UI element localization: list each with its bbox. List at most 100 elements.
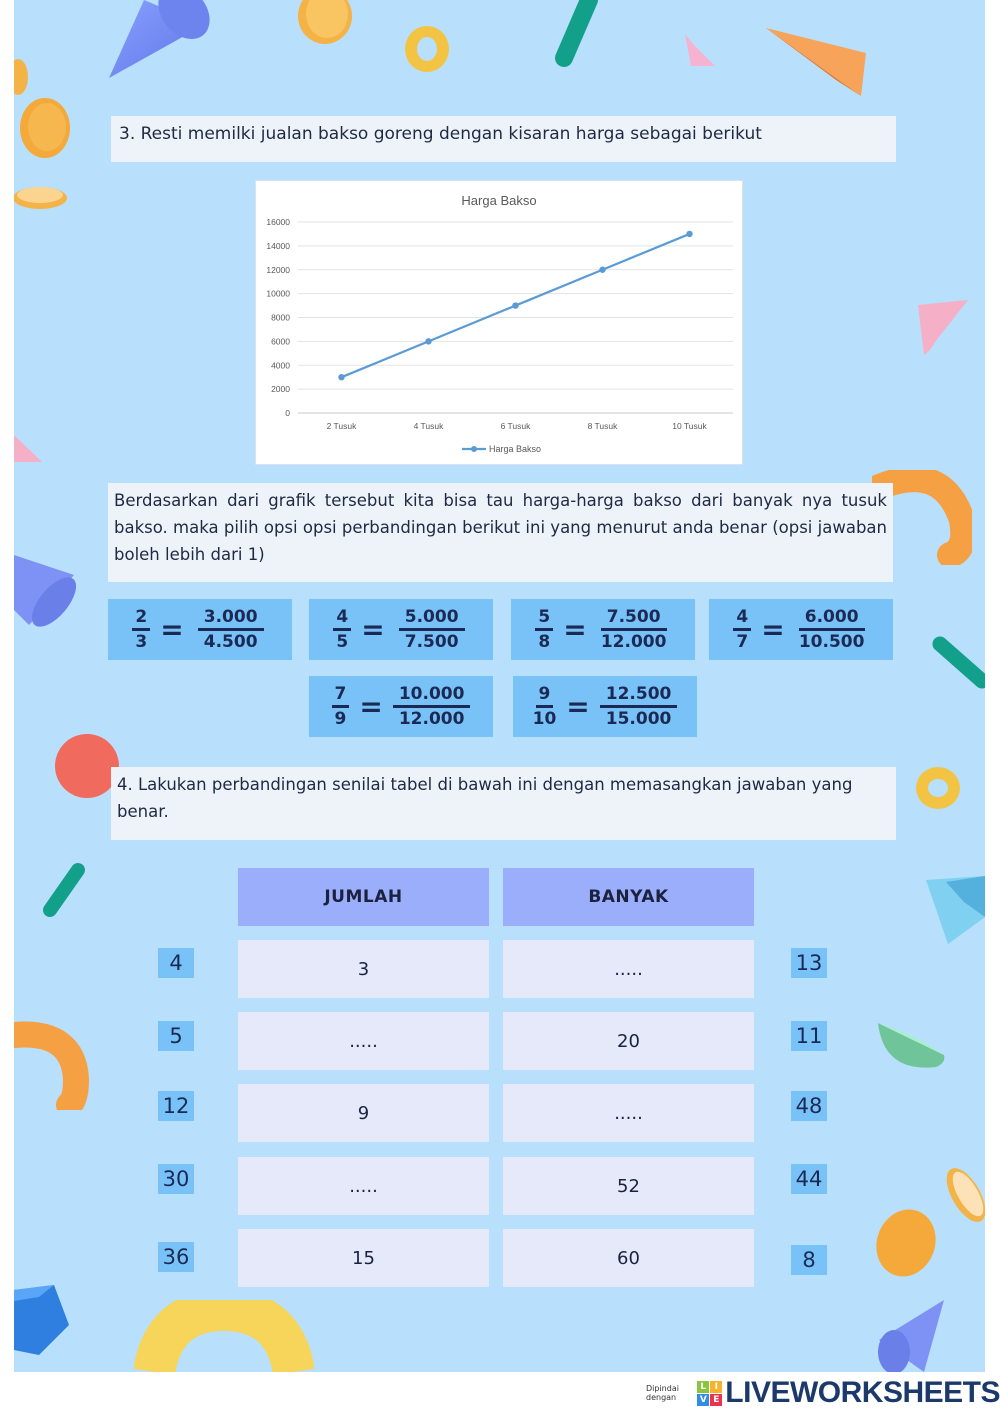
chip-value: 30 [162, 1167, 190, 1191]
gold-coin-bottom-right-decoration [876, 1209, 936, 1277]
cell-value: ..... [614, 958, 643, 980]
green-hemisphere-decoration [878, 1023, 945, 1068]
diamond-decoration [926, 876, 985, 944]
drop-target-banyak-3[interactable]: ..... [503, 1084, 754, 1142]
table-header-jumlah: JUMLAH [238, 868, 489, 926]
header-jumlah-label: JUMLAH [324, 887, 403, 907]
ratio-option-2[interactable]: 4 5 = 5.000 7.500 [309, 599, 493, 660]
data-point [512, 302, 519, 309]
right-numerator: 3.000 [197, 606, 264, 631]
cell-value: 15 [352, 1247, 375, 1269]
question-4-prompt: 4. Lakukan perbandingan senilai tabel di… [111, 767, 896, 840]
answer-chip-right-4[interactable]: 44 [791, 1164, 827, 1194]
equals-sign: = [361, 612, 385, 646]
red-ball-decoration [55, 734, 119, 798]
logo-letter: V [697, 1393, 710, 1406]
right-numerator: 12.500 [599, 683, 678, 708]
answer-chip-left-5[interactable]: 36 [158, 1242, 194, 1272]
chip-value: 13 [795, 951, 823, 975]
pink-shape-left-decoration [14, 435, 42, 462]
legend-label: Harga Bakso [489, 444, 541, 454]
chip-value: 11 [795, 1024, 823, 1048]
gold-ring-right-decoration [916, 767, 960, 809]
liveworksheets-footer: Dipindai dengan L I V E LIVEWORKSHEETS [646, 1376, 1000, 1409]
y-tick-label: 12000 [266, 265, 290, 275]
y-tick-label: 16000 [266, 217, 290, 227]
cell-value: 9 [357, 1102, 370, 1124]
x-tick-label: 8 Tusuk [588, 421, 619, 431]
right-numerator: 7.500 [600, 606, 667, 631]
right-fraction: 10.000 12.000 [392, 683, 471, 730]
left-numerator: 5 [535, 606, 554, 631]
harga-bakso-chart: Harga Bakso 0 2000 4000 6000 8000 10000 12000 1… [255, 180, 743, 465]
left-numerator: 2 [132, 606, 151, 631]
answer-chip-left-4[interactable]: 30 [158, 1164, 194, 1194]
gold-coin-decoration [298, 0, 352, 44]
y-tick-label: 4000 [271, 360, 290, 370]
data-point [599, 266, 606, 273]
drop-target-banyak-1[interactable]: ..... [503, 940, 754, 998]
scanned-with-text: Dipindai dengan [646, 1384, 679, 1402]
cell-value: 60 [617, 1247, 640, 1269]
left-denominator: 8 [538, 632, 551, 652]
ratio-option-3[interactable]: 5 8 = 7.500 12.000 [511, 599, 695, 660]
question-3-prompt: 3. Resti memilki jualan bakso goreng den… [111, 116, 896, 162]
question-3-instruction-text: Berdasarkan dari grafik tersebut kita bi… [114, 491, 887, 564]
left-fraction: 9 10 [533, 683, 557, 730]
answer-chip-left-1[interactable]: 4 [158, 948, 194, 978]
header-banyak-label: BANYAK [588, 887, 669, 907]
right-numerator: 6.000 [798, 606, 865, 631]
cell-value: ..... [349, 1175, 378, 1197]
data-point [338, 373, 345, 381]
ratio-option-5[interactable]: 7 9 = 10.000 12.000 [309, 676, 493, 737]
pink-stair-decoration [685, 34, 715, 66]
answer-chip-left-3[interactable]: 12 [158, 1091, 194, 1121]
right-fraction: 6.000 10.500 [795, 606, 869, 653]
green-rod-left-decoration [43, 863, 85, 917]
blue-cone-left-decoration [14, 555, 77, 627]
right-denominator: 12.000 [398, 709, 465, 729]
answer-chip-right-1[interactable]: 13 [791, 948, 827, 978]
left-denominator: 7 [736, 632, 749, 652]
chip-value: 4 [169, 951, 183, 975]
drop-target-jumlah-2[interactable]: ..... [238, 1012, 489, 1070]
table-cell-jumlah-1: 3 [238, 940, 489, 998]
table-cell-jumlah-3: 9 [238, 1084, 489, 1142]
ratio-option-4[interactable]: 4 7 = 6.000 10.500 [709, 599, 893, 660]
ratio-option-6[interactable]: 9 10 = 12.500 15.000 [513, 676, 697, 737]
chart-title: Harga Bakso [461, 193, 536, 208]
orange-macaroni-decoration [872, 470, 972, 565]
cell-value: 52 [617, 1175, 640, 1197]
x-tick-label: 2 Tusuk [327, 421, 358, 431]
gold-coins-left-decoration [14, 59, 70, 209]
y-tick-label: 8000 [271, 313, 290, 323]
line-chart: Harga Bakso 0 2000 4000 6000 8000 10000 12000 1… [266, 193, 733, 454]
liveworksheets-brand: LIVEWORKSHEETS [725, 1376, 1000, 1409]
paper-plane-decoration [766, 28, 866, 96]
green-rod-decoration [555, 0, 598, 67]
table-cell-banyak-5: 60 [503, 1229, 754, 1287]
left-numerator: 4 [333, 606, 352, 631]
answer-chip-right-3[interactable]: 48 [791, 1091, 827, 1121]
liveworksheets-logo-icon: L I V E [697, 1380, 723, 1406]
right-fraction: 12.500 15.000 [599, 683, 678, 730]
right-denominator: 7.500 [404, 632, 459, 652]
answer-chip-right-2[interactable]: 11 [791, 1021, 827, 1051]
cell-value: ..... [349, 1030, 378, 1052]
right-denominator: 15.000 [605, 709, 672, 729]
table-cell-banyak-2: 20 [503, 1012, 754, 1070]
ratio-option-1[interactable]: 2 3 = 3.000 4.500 [108, 599, 292, 660]
table-cell-jumlah-5: 15 [238, 1229, 489, 1287]
answer-chip-right-5[interactable]: 8 [791, 1245, 827, 1275]
logo-letter: E [710, 1393, 723, 1406]
right-denominator: 12.000 [600, 632, 667, 652]
drop-target-jumlah-4[interactable]: ..... [238, 1157, 489, 1215]
y-tick-label: 10000 [266, 289, 290, 299]
answer-chip-left-2[interactable]: 5 [158, 1021, 194, 1051]
data-point [686, 230, 693, 238]
question-3-text: 3. Resti memilki jualan bakso goreng den… [119, 124, 762, 144]
chip-value: 12 [162, 1094, 190, 1118]
